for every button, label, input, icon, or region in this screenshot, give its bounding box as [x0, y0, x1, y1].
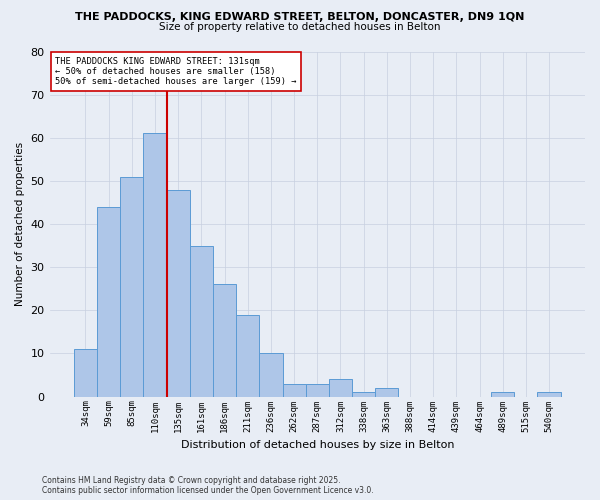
Bar: [283, 384, 305, 396]
Bar: [190, 246, 213, 396]
Text: THE PADDOCKS KING EDWARD STREET: 131sqm
← 50% of detached houses are smaller (15: THE PADDOCKS KING EDWARD STREET: 131sqm …: [55, 56, 296, 86]
Bar: [213, 284, 236, 397]
Bar: [74, 349, 97, 397]
Bar: [143, 134, 167, 396]
Bar: [259, 354, 283, 397]
Text: Contains HM Land Registry data © Crown copyright and database right 2025.
Contai: Contains HM Land Registry data © Crown c…: [42, 476, 374, 495]
Bar: [167, 190, 190, 396]
Bar: [236, 314, 259, 396]
Bar: [538, 392, 560, 396]
Bar: [491, 392, 514, 396]
Bar: [352, 392, 375, 396]
Y-axis label: Number of detached properties: Number of detached properties: [15, 142, 25, 306]
Bar: [120, 176, 143, 396]
Bar: [329, 380, 352, 396]
Text: Size of property relative to detached houses in Belton: Size of property relative to detached ho…: [159, 22, 441, 32]
Text: THE PADDOCKS, KING EDWARD STREET, BELTON, DONCASTER, DN9 1QN: THE PADDOCKS, KING EDWARD STREET, BELTON…: [76, 12, 524, 22]
Bar: [375, 388, 398, 396]
Bar: [305, 384, 329, 396]
X-axis label: Distribution of detached houses by size in Belton: Distribution of detached houses by size …: [181, 440, 454, 450]
Bar: [97, 207, 120, 396]
